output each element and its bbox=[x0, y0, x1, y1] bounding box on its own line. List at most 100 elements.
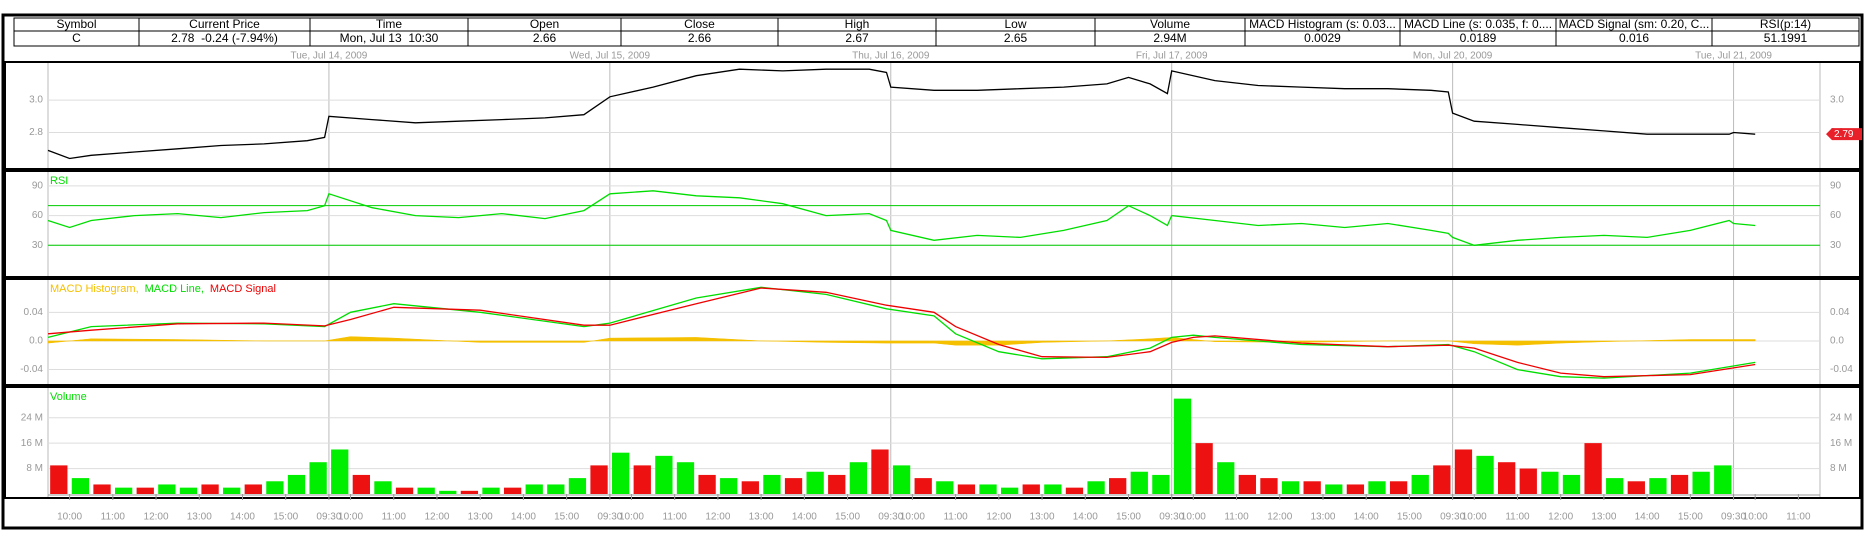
volume-bar bbox=[1260, 478, 1278, 494]
x-tick-label: 13:00 bbox=[1310, 512, 1335, 523]
volume-bar bbox=[892, 465, 911, 494]
y-tick-label: 0.0 bbox=[29, 336, 43, 347]
quote-value: 2.66 bbox=[533, 31, 557, 45]
quote-value: 2.78 -0.24 (-7.94%) bbox=[171, 31, 278, 45]
outer-frame bbox=[1, 13, 1864, 530]
volume-bar bbox=[590, 465, 608, 494]
volume-bar bbox=[503, 487, 522, 494]
x-tick-label: 11:00 bbox=[1224, 512, 1249, 523]
x-tick-label: 09:30 bbox=[316, 512, 341, 523]
x-tick-label: 15:00 bbox=[1678, 512, 1703, 523]
quote-value: C bbox=[72, 31, 81, 45]
volume-bar bbox=[1692, 471, 1710, 494]
x-tick-label: 13:00 bbox=[468, 512, 493, 523]
volume-bar bbox=[1606, 478, 1624, 494]
legend-entry: MACD Signal bbox=[210, 283, 276, 295]
volume-bar bbox=[849, 462, 868, 494]
x-tick-label: 09:30 bbox=[1440, 512, 1465, 523]
x-tick-label: 09:30 bbox=[1159, 512, 1184, 523]
quote-value: 2.94M bbox=[1153, 31, 1186, 45]
volume-bar bbox=[71, 478, 90, 494]
panel-frame bbox=[4, 61, 1861, 170]
x-tick-label: 11:00 bbox=[382, 512, 407, 523]
volume-bar bbox=[1195, 443, 1213, 494]
volume-bar bbox=[1130, 471, 1148, 494]
x-tick-label: 14:00 bbox=[1073, 512, 1098, 523]
x-tick-label: 12:00 bbox=[424, 512, 449, 523]
quote-header: RSI(p:14) bbox=[1760, 17, 1811, 31]
date-label: Tue, Jul 21, 2009 bbox=[1695, 51, 1772, 62]
x-tick-label: 13:00 bbox=[749, 512, 774, 523]
quote-header: MACD Signal (sm: 0.20, C... bbox=[1559, 17, 1710, 31]
y-tick-label: 0.04 bbox=[24, 307, 44, 318]
x-tick-label: 11:00 bbox=[943, 512, 968, 523]
y-tick-label-right: 60 bbox=[1830, 210, 1842, 221]
volume-bar bbox=[136, 487, 154, 494]
quote-header: Time bbox=[376, 17, 403, 31]
date-label: Fri, Jul 17, 2009 bbox=[1136, 51, 1208, 62]
quote-header: Volume bbox=[1150, 17, 1190, 31]
last-price-label: 2.79 bbox=[1834, 129, 1854, 140]
volume-bar bbox=[1454, 449, 1473, 494]
volume-bar bbox=[914, 478, 932, 494]
volume-bar bbox=[1670, 474, 1689, 494]
x-tick-label: 13:00 bbox=[1591, 512, 1616, 523]
x-tick-label: 11:00 bbox=[101, 512, 126, 523]
y-tick-label-right: 0.04 bbox=[1830, 307, 1850, 318]
x-tick-label: 12:00 bbox=[986, 512, 1011, 523]
volume-bar bbox=[1152, 474, 1170, 494]
y-tick-label: 60 bbox=[32, 210, 44, 221]
volume-bar bbox=[266, 481, 284, 494]
x-tick-label: 15:00 bbox=[273, 512, 298, 523]
y-tick-label: 3.0 bbox=[29, 95, 43, 106]
x-tick-label: 15:00 bbox=[554, 512, 579, 523]
volume-bar bbox=[1303, 481, 1321, 494]
volume-bar bbox=[395, 487, 414, 494]
x-tick-label: 10:00 bbox=[338, 512, 363, 523]
y-tick-label-right: 8 M bbox=[1830, 463, 1847, 474]
volume-bar bbox=[1087, 481, 1105, 494]
volume-bar bbox=[676, 462, 695, 494]
panel-frame bbox=[4, 278, 1861, 386]
volume-bar bbox=[460, 490, 479, 494]
volume-bar bbox=[633, 465, 651, 494]
x-tick-label: 11:00 bbox=[663, 512, 688, 523]
volume-bar bbox=[806, 471, 824, 494]
x-tick-label: 15:00 bbox=[1397, 512, 1422, 523]
y-tick-label-right: 30 bbox=[1830, 240, 1842, 251]
y-tick-label-right: 16 M bbox=[1830, 438, 1852, 449]
volume-bar bbox=[720, 478, 738, 494]
volume-bar bbox=[1325, 484, 1343, 494]
macd-line bbox=[47, 287, 1756, 378]
volume-bar bbox=[93, 484, 111, 494]
quote-header: Close bbox=[684, 17, 715, 31]
volume-bar bbox=[1389, 481, 1408, 494]
y-tick-label-right: 3.0 bbox=[1830, 95, 1844, 106]
last-price-tag bbox=[1826, 128, 1862, 141]
price-line bbox=[47, 68, 1756, 160]
volume-bar bbox=[828, 474, 846, 494]
y-tick-label: 90 bbox=[32, 181, 44, 192]
volume-bar bbox=[352, 474, 370, 494]
volume-bar bbox=[482, 487, 500, 494]
volume-bar bbox=[525, 484, 543, 494]
y-tick-label: 2.8 bbox=[29, 127, 43, 138]
volume-bar bbox=[50, 465, 68, 494]
x-tick-label: 10:00 bbox=[1181, 512, 1206, 523]
x-tick-label: 13:00 bbox=[1030, 512, 1055, 523]
volume-bar bbox=[784, 478, 803, 494]
volume-bar bbox=[114, 487, 133, 494]
quote-value: 0.0029 bbox=[1304, 31, 1341, 45]
volume-bar bbox=[179, 487, 198, 494]
x-tick-label: 12:00 bbox=[1548, 512, 1573, 523]
volume-bar bbox=[417, 487, 435, 494]
volume-bar bbox=[612, 452, 630, 494]
x-tick-label: 14:00 bbox=[230, 512, 255, 523]
panel-frame bbox=[4, 170, 1861, 278]
x-tick-label: 12:00 bbox=[1267, 512, 1292, 523]
x-tick-label: 10:00 bbox=[57, 512, 82, 523]
volume-bar bbox=[201, 484, 219, 494]
date-label: Thu, Jul 16, 2009 bbox=[852, 51, 930, 62]
x-tick-label: 10:00 bbox=[1743, 512, 1768, 523]
